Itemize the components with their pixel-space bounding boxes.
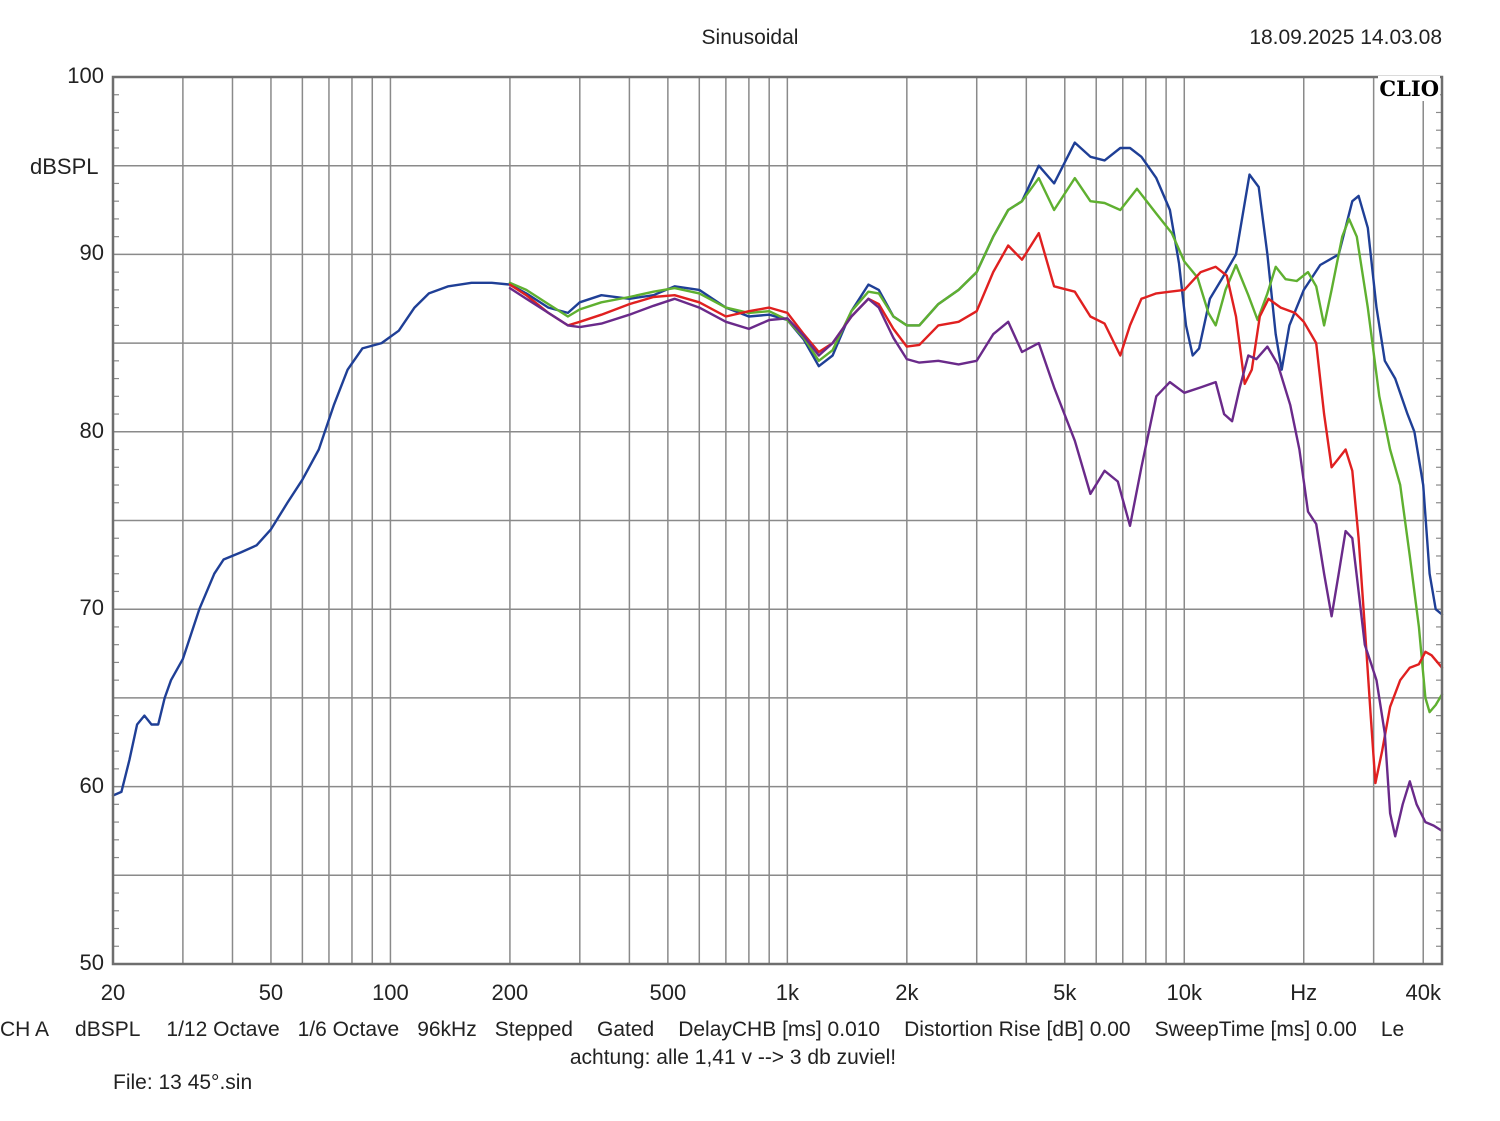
setting-item: Distortion Rise [dB] 0.00 [904, 1018, 1131, 1041]
x-tick-label: 500 [649, 980, 687, 1005]
x-tick-label: Hz [1290, 980, 1318, 1005]
chart-title: Sinusoidal [701, 26, 799, 49]
curve-blue [111, 141, 1444, 797]
setting-item: CH A [0, 1018, 50, 1041]
x-tick-label: 10k [1166, 980, 1202, 1005]
x-tick-label: 20 [100, 980, 126, 1005]
curve-green [508, 176, 1444, 714]
y-tick-label: 90 [79, 240, 104, 266]
setting-item: dBSPL [75, 1018, 141, 1041]
setting-item: 1/6 Octave [297, 1018, 400, 1041]
x-tick-label: 1k [775, 980, 799, 1005]
y-tick-label: 80 [79, 417, 104, 443]
note-text: achtung: alle 1,41 v --> 3 db zuviel! [569, 1046, 897, 1069]
curve-red [508, 231, 1444, 785]
x-tick-label: 2k [895, 980, 919, 1005]
y-tick-label: 50 [79, 950, 104, 975]
setting-item: SweepTime [ms] 0.00 [1154, 1018, 1357, 1041]
setting-item: 1/12 Octave [166, 1018, 280, 1041]
x-tick-label: 200 [491, 980, 529, 1005]
x-tick-label: 5k [1053, 980, 1077, 1005]
setting-item: Gated [596, 1018, 655, 1041]
y-tick-label: 60 [79, 772, 104, 798]
plot-frame [111, 75, 1444, 966]
setting-item: 96kHz [417, 1018, 477, 1041]
curve-purple [508, 286, 1444, 838]
timestamp: 18.09.2025 14.03.08 [1249, 26, 1442, 49]
setting-item: DelayCHB [ms] 0.010 [678, 1018, 881, 1041]
x-tick-label: 100 [372, 980, 409, 1005]
clio-logo: CLIO [1378, 76, 1440, 101]
measurement-settings: CH A dBSPL 1/12 Octave 1/6 Octave 96kHz Stepp… [0, 1018, 1404, 1042]
setting-item: Stepped [494, 1018, 573, 1041]
plot-curves [111, 141, 1444, 838]
setting-item: Le [1380, 1018, 1405, 1041]
x-tick-label: 40k [1405, 980, 1441, 1005]
y-tick-label: 70 [79, 595, 104, 621]
y-tick-label: 100 [67, 63, 104, 88]
x-tick-label: 50 [258, 980, 284, 1005]
y-axis-label: dBSPL [30, 154, 99, 179]
file-name: File: 13 45°.sin [113, 1071, 253, 1094]
